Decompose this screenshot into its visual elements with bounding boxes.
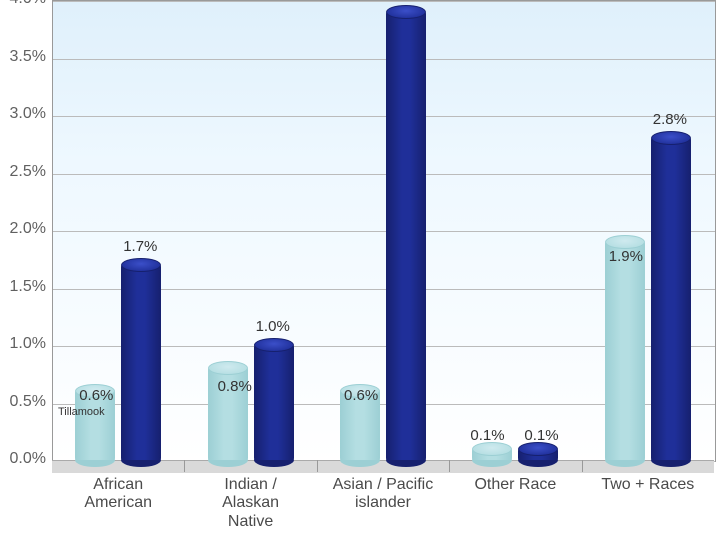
bar-top-cap [386,5,426,19]
y-tick-label: 1.0% [0,335,46,353]
floor-tick [582,460,583,472]
y-tick-label: 1.5% [0,278,46,296]
bar-body [386,12,426,461]
data-label: 1.0% [256,318,290,335]
x-tick-label: Indian / Alaskan Native [184,476,316,531]
x-tick-label: Other Race [449,476,581,494]
bar-top-cap [518,442,558,456]
y-tick-label: 4.0% [0,0,46,8]
x-tick-label: Asian / Pacific islander [317,476,449,513]
y-tick-label: 2.5% [0,163,46,181]
bar-top-cap [254,338,294,352]
data-label: 0.1% [524,427,558,444]
bar-tillamook [605,235,645,468]
bar-body [121,265,161,461]
data-label: 0.6% [79,387,113,404]
y-tick-label: 0.5% [0,393,46,411]
data-label: 0.1% [470,427,504,444]
bar-top-cap [472,442,512,456]
data-label: 3.9% [388,0,422,2]
x-tick-label: Two + Races [582,476,714,494]
gridline [53,231,715,232]
data-label: 0.6% [344,387,378,404]
bar-body [651,138,691,460]
demographics-bar-chart: 0.0% 0.5% 1.0% 1.5% 2.0% 2.5% 3.0% 3.5% 4.0% Afri… [0,0,720,540]
x-tick-label: African American [52,476,184,513]
bar-tillamook [208,361,248,467]
y-tick-label: 2.0% [0,220,46,238]
gridline [53,1,715,2]
floor-tick [449,460,450,472]
bar-series-2 [254,338,294,467]
series-label-tillamook: Tillamook [58,406,105,418]
bar-series-2 [651,131,691,467]
floor-tick [317,460,318,472]
gridline [53,59,715,60]
bar-top-cap [651,131,691,145]
bar-body [254,345,294,460]
bar-body [605,242,645,461]
bar-series-2 [121,258,161,468]
gridline [53,174,715,175]
bar-series-2 [518,442,558,468]
data-label: 2.8% [653,111,687,128]
bar-top-cap [121,258,161,272]
y-tick-label: 3.0% [0,105,46,123]
data-label: 0.8% [218,378,252,395]
bar-top-cap [208,361,248,375]
floor-tick [184,460,185,472]
gridline [53,116,715,117]
y-tick-label: 3.5% [0,48,46,66]
bar-series-2 [386,5,426,468]
data-label: 1.9% [609,248,643,265]
y-tick-label: 0.0% [0,450,46,468]
bar-tillamook [472,442,512,468]
bar-top-cap [605,235,645,249]
data-label: 1.7% [123,238,157,255]
